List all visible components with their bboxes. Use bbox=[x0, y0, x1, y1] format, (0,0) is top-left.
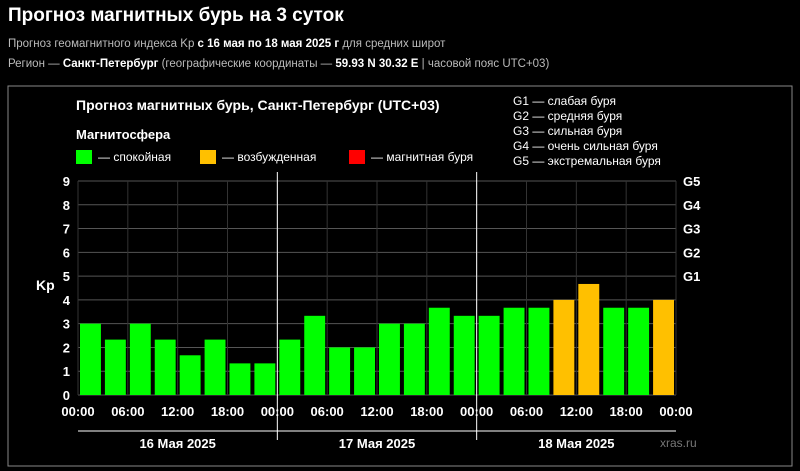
subtitle-date-range: с 16 мая по 18 мая 2025 г bbox=[197, 38, 340, 50]
y-tick-7: 7 bbox=[63, 222, 70, 237]
x-tick-11: 18:00 bbox=[610, 404, 643, 419]
bar-7 bbox=[254, 363, 276, 395]
g-legend-item-5: G5 — экстремальная буря bbox=[513, 154, 661, 168]
y-tick-4: 4 bbox=[63, 293, 71, 308]
legend-label-storm: — магнитная буря bbox=[371, 150, 473, 164]
g-legend-item-4: G4 — очень сильная буря bbox=[513, 139, 658, 153]
chart-title: Прогноз магнитных бурь, Санкт-Петербург … bbox=[76, 97, 440, 113]
bar-6 bbox=[229, 363, 251, 395]
x-tick-3: 18:00 bbox=[211, 404, 244, 419]
legend-swatch-excited bbox=[200, 150, 216, 164]
y-tick-6: 6 bbox=[63, 245, 70, 260]
x-tick-7: 18:00 bbox=[410, 404, 443, 419]
x-tick-12: 00:00 bbox=[659, 404, 692, 419]
legend-label-excited: — возбужденная bbox=[222, 150, 316, 164]
y-tick-0: 0 bbox=[63, 388, 70, 403]
bar-2 bbox=[129, 323, 151, 395]
grid bbox=[77, 180, 677, 396]
region-info: Регион — Санкт-Петербург (географические… bbox=[8, 58, 549, 70]
y-axis-label: Kp bbox=[36, 277, 55, 293]
g-tick-G3: G3 bbox=[683, 222, 700, 237]
bar-14 bbox=[428, 307, 450, 395]
bar-4 bbox=[179, 355, 201, 395]
subtitle-suffix: для средних широт bbox=[339, 38, 446, 50]
bar-23 bbox=[653, 299, 674, 395]
bar-8 bbox=[279, 339, 301, 395]
g-legend-item-2: G2 — средняя буря bbox=[513, 109, 622, 123]
forecast-subtitle: Прогноз геомагнитного индекса Kp с 16 ма… bbox=[8, 38, 445, 50]
y-tick-1: 1 bbox=[63, 364, 70, 379]
bar-0 bbox=[80, 323, 101, 395]
g-legend-item-3: G3 — сильная буря bbox=[513, 124, 622, 138]
g-tick-G2: G2 bbox=[683, 245, 700, 260]
bar-1 bbox=[104, 339, 126, 395]
bar-19 bbox=[553, 299, 575, 395]
day-label-1: 17 Мая 2025 bbox=[339, 436, 415, 451]
bar-9 bbox=[304, 315, 326, 395]
bar-22 bbox=[628, 307, 650, 395]
y-tick-5: 5 bbox=[63, 269, 70, 284]
bar-13 bbox=[403, 323, 425, 395]
x-tick-6: 12:00 bbox=[360, 404, 393, 419]
page-title: Прогноз магнитных бурь на 3 суток bbox=[8, 5, 344, 26]
day-dividers bbox=[78, 172, 676, 440]
x-tick-1: 06:00 bbox=[111, 404, 144, 419]
legend-swatch-storm bbox=[349, 150, 365, 164]
x-tick-4: 00:00 bbox=[261, 404, 294, 419]
bar-3 bbox=[154, 339, 176, 395]
bar-16 bbox=[478, 315, 500, 395]
x-tick-2: 12:00 bbox=[161, 404, 194, 419]
y-tick-8: 8 bbox=[63, 198, 70, 213]
bar-15 bbox=[453, 315, 475, 395]
bar-5 bbox=[204, 339, 226, 395]
bar-10 bbox=[329, 347, 351, 395]
y-tick-labels: 0 1 2 3 4 5 6 7 8 9 bbox=[63, 174, 71, 403]
bar-11 bbox=[354, 347, 375, 395]
g-tick-labels: G1 G2 G3 G4 G5 bbox=[683, 174, 701, 284]
y-tick-3: 3 bbox=[63, 317, 70, 332]
bar-12 bbox=[379, 323, 400, 395]
x-tick-labels: 00:00 06:00 12:00 18:00 00:00 06:00 12:00 18:00… bbox=[61, 404, 692, 419]
region-prefix: Регион — bbox=[8, 58, 63, 70]
x-tick-10: 12:00 bbox=[560, 404, 593, 419]
region-coords: 59.93 N 30.32 E bbox=[335, 58, 419, 70]
g-tick-G5: G5 bbox=[683, 174, 700, 189]
bar-17 bbox=[503, 307, 525, 395]
bar-18 bbox=[528, 307, 550, 395]
g-tick-G1: G1 bbox=[683, 269, 700, 284]
day-label-2: 18 Мая 2025 bbox=[538, 436, 614, 451]
region-mid: (географические координаты — bbox=[158, 58, 336, 70]
x-tick-0: 00:00 bbox=[61, 404, 94, 419]
day-labels: 16 Мая 2025 17 Мая 2025 18 Мая 2025 bbox=[139, 436, 614, 451]
legend-swatch-calm bbox=[76, 150, 92, 164]
legend: — спокойная — возбужденная — магнитная бур… bbox=[76, 150, 473, 164]
y-tick-9: 9 bbox=[63, 174, 70, 189]
x-tick-5: 06:00 bbox=[311, 404, 344, 419]
g-legend-item-1: G1 — слабая буря bbox=[513, 94, 616, 108]
bar-21 bbox=[603, 307, 625, 395]
day-label-0: 16 Мая 2025 bbox=[139, 436, 215, 451]
legend-title: Магнитосфера bbox=[76, 127, 171, 142]
x-tick-8: 00:00 bbox=[460, 404, 493, 419]
g-tick-G4: G4 bbox=[683, 198, 701, 213]
bars bbox=[80, 283, 674, 395]
chart-frame bbox=[7, 85, 793, 467]
region-city: Санкт-Петербург bbox=[62, 58, 159, 70]
watermark: xras.ru bbox=[660, 436, 697, 450]
legend-label-calm: — спокойная bbox=[98, 150, 171, 164]
subtitle-prefix: Прогноз геомагнитного индекса Kp bbox=[8, 38, 198, 50]
bar-20 bbox=[578, 283, 600, 395]
x-tick-9: 06:00 bbox=[510, 404, 543, 419]
region-suffix: | часовой пояс UTC+03) bbox=[418, 58, 550, 70]
y-tick-2: 2 bbox=[63, 340, 70, 355]
